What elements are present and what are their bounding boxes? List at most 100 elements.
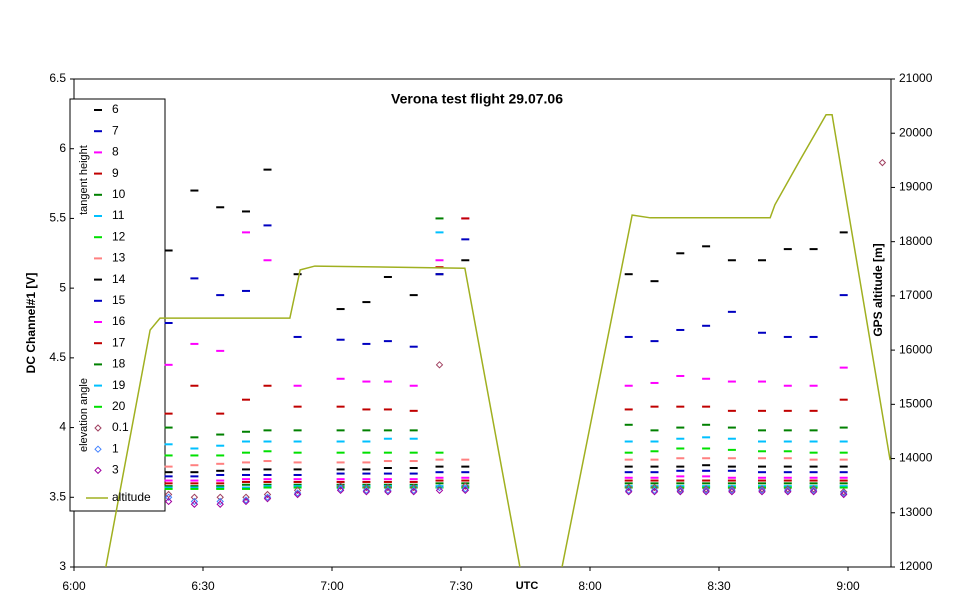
dash-point — [263, 480, 272, 483]
dash-point — [164, 412, 173, 415]
dash-point — [727, 469, 736, 472]
dash-point — [435, 259, 444, 262]
x-tick-label: 8:00 — [578, 579, 602, 593]
dash-point — [758, 465, 766, 468]
dash-point — [242, 478, 250, 481]
altitude-line — [105, 114, 891, 567]
y2-tick-label: 21000 — [899, 71, 933, 85]
dash-point — [435, 231, 444, 234]
dash-point — [362, 468, 371, 471]
dash-point — [676, 252, 685, 255]
dash-point — [190, 454, 199, 457]
dash-point — [362, 451, 371, 454]
dash-point — [190, 342, 199, 345]
legend-label: 0.1 — [112, 420, 129, 434]
diamond-point — [242, 497, 250, 506]
dash-point — [624, 423, 633, 426]
dash-point — [293, 440, 302, 443]
diamond-point — [293, 486, 302, 495]
dash-point — [190, 277, 199, 280]
dash-point — [702, 482, 711, 485]
dash-point — [383, 429, 392, 432]
dash-point — [624, 485, 633, 488]
dash-point — [809, 476, 818, 479]
dash-point — [383, 485, 392, 488]
dash-point — [839, 465, 848, 468]
dash-point — [783, 440, 792, 443]
diamond-point — [839, 488, 848, 496]
plot-frame — [73, 78, 892, 568]
legend-label: 7 — [112, 123, 119, 137]
diamond-point — [809, 486, 818, 495]
diamond-point — [435, 486, 444, 495]
dash-point — [783, 457, 792, 460]
dash-point — [336, 478, 345, 481]
diamond-point — [728, 485, 736, 493]
dash-point — [409, 409, 418, 412]
legend-group: tangent height — [78, 145, 90, 215]
dash-point — [461, 458, 470, 461]
dash-point — [362, 485, 371, 488]
diamond-point — [878, 158, 887, 167]
diamond-point — [728, 486, 736, 495]
dash-point — [650, 450, 659, 453]
dash-point — [758, 476, 766, 479]
dash-point — [435, 217, 444, 220]
dash-point — [190, 464, 199, 467]
dash-point — [362, 301, 371, 304]
dash-point — [293, 468, 302, 471]
diamond-point — [190, 497, 199, 506]
dash-point — [190, 471, 199, 474]
dash-point — [242, 461, 250, 464]
dash-point — [263, 478, 272, 481]
dash-point — [461, 479, 470, 482]
dash-point — [758, 482, 766, 485]
diamond-point — [164, 493, 173, 501]
dash-point — [242, 231, 250, 234]
dash-point — [409, 429, 418, 432]
dash-point — [263, 485, 272, 488]
dash-point — [409, 460, 418, 463]
dash-point — [263, 259, 272, 262]
x-tick-label: 7:00 — [320, 579, 344, 593]
diamond-point — [362, 486, 371, 495]
legend-label: 12 — [112, 229, 126, 243]
dash-point — [409, 451, 418, 454]
diamond-point — [435, 483, 444, 492]
dash-point — [362, 380, 371, 383]
dash-point — [650, 280, 659, 283]
dash-point — [383, 472, 392, 475]
dash-point — [727, 457, 736, 460]
dash-point — [758, 440, 766, 443]
y-tick-label: 4.5 — [49, 350, 66, 364]
legend-swatch — [94, 215, 102, 217]
dash-point — [216, 462, 225, 465]
dash-point — [727, 479, 736, 482]
dash-point — [702, 464, 711, 467]
dash-point — [190, 487, 199, 490]
dash-point — [293, 461, 302, 464]
dash-point — [650, 485, 659, 488]
dash-point — [783, 479, 792, 482]
dash-point — [727, 409, 736, 412]
dash-point — [164, 363, 173, 366]
dash-point — [164, 482, 173, 485]
dash-point — [809, 482, 818, 485]
dash-point — [783, 384, 792, 387]
dash-point — [362, 480, 371, 483]
y2-tick-label: 12000 — [899, 559, 933, 573]
dash-point — [435, 273, 444, 276]
dash-point — [758, 380, 766, 383]
diamond-point — [384, 486, 392, 495]
dash-point — [336, 451, 345, 454]
dash-point — [263, 440, 272, 443]
dash-point — [839, 426, 848, 429]
dash-point — [263, 460, 272, 463]
dash-point — [216, 294, 225, 297]
dash-point — [624, 440, 633, 443]
dash-point — [409, 472, 418, 475]
legend-swatch — [94, 236, 102, 239]
dash-point — [242, 483, 250, 486]
diamond-point — [461, 485, 470, 493]
diamond-point — [728, 488, 736, 496]
